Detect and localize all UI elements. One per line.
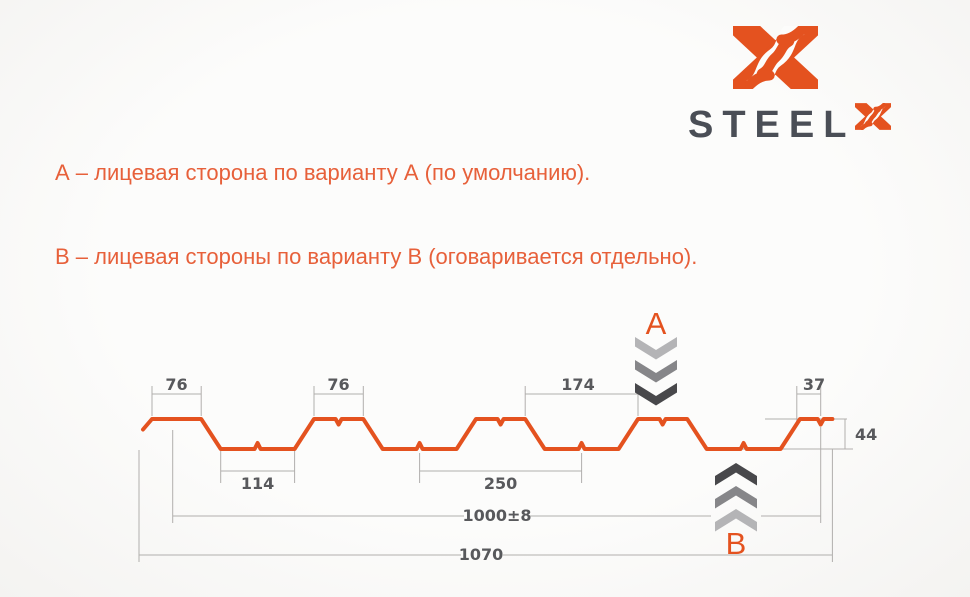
- steelx-x-monogram-icon: [733, 26, 818, 89]
- note-variant-b: В – лицевая стороны по варианту В (огова…: [55, 244, 698, 269]
- steelx-x-monogram-icon-small: [855, 103, 891, 130]
- dim-working-width: 1000±8: [462, 506, 531, 525]
- dim-edge-crest: 37: [803, 375, 825, 394]
- note-variant-a: А – лицевая сторона по варианту А (по ум…: [55, 160, 591, 185]
- dim-overall-width: 1070: [459, 545, 504, 564]
- chevrons-up-icon: [715, 463, 757, 532]
- chevrons-down-icon: [635, 337, 677, 406]
- logo-wordmark: STEEL: [688, 104, 856, 146]
- dim-valley-width: 114: [241, 474, 274, 493]
- dim-rib-pitch: 250: [484, 474, 517, 493]
- dim-crest-width-1: 76: [165, 375, 187, 394]
- profile-sheet-outline: [141, 417, 835, 451]
- profile-drawing: 76 76 174 37 114 250 1000±8 1070 44 A B: [138, 306, 877, 564]
- dim-crest-width-2: 76: [327, 375, 349, 394]
- dimension-labels: 76 76 174 37 114 250 1000±8 1070 44: [165, 375, 877, 564]
- dimension-lines: [138, 386, 853, 562]
- dim-crest-gap: 174: [561, 375, 594, 394]
- variant-b-marker: B: [726, 526, 747, 561]
- dim-profile-height: 44: [855, 425, 877, 444]
- variant-a-marker: A: [646, 306, 667, 341]
